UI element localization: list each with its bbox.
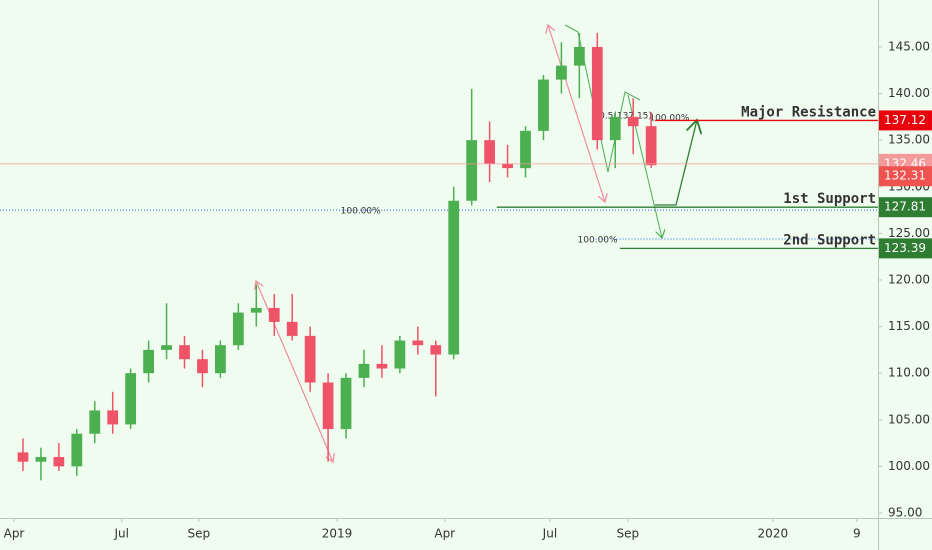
candle-body xyxy=(125,373,137,425)
candle-body xyxy=(250,307,262,313)
candle-body xyxy=(286,321,298,336)
candle-body xyxy=(609,116,621,141)
candle-body xyxy=(107,410,119,425)
drawings xyxy=(256,25,697,462)
arrow xyxy=(256,281,334,463)
candle-body xyxy=(556,65,567,80)
pattern xyxy=(564,24,641,173)
x-tick-label: Sep xyxy=(188,527,211,541)
level-badge-label: 127.81 xyxy=(884,200,926,214)
y-tick-label: 135.00 xyxy=(888,133,930,147)
candle-body xyxy=(430,345,442,355)
y-tick-label: 125.00 xyxy=(888,226,930,240)
y-tick-label: 95.00 xyxy=(888,505,922,519)
fib-text: 0.5(137.15) xyxy=(599,111,652,121)
candle-body xyxy=(591,46,603,141)
candle-body xyxy=(394,340,406,369)
candle-body xyxy=(412,340,424,346)
level-badge-label: 137.12 xyxy=(884,113,926,127)
x-tick-label: 9 xyxy=(853,527,861,541)
x-tick-label: Jul xyxy=(113,527,128,541)
candle-body xyxy=(179,345,190,360)
candle-body xyxy=(143,349,154,374)
candle-body xyxy=(268,307,280,322)
price-badge xyxy=(879,166,932,187)
candle-body xyxy=(215,345,226,374)
y-tick-label: 115.00 xyxy=(888,319,930,333)
x-tick-label: 2020 xyxy=(758,527,789,541)
candle-body xyxy=(89,410,101,434)
candle-body xyxy=(627,116,639,127)
level-badge xyxy=(879,238,932,259)
candle-body xyxy=(573,46,585,66)
candle-body xyxy=(35,457,47,462)
y-tick-label: 100.00 xyxy=(888,459,930,473)
y-tick-label: 120.00 xyxy=(888,272,930,286)
level-name: Major Resistance xyxy=(741,104,876,120)
level-name: 1st Support xyxy=(783,191,876,207)
candle-body xyxy=(340,377,352,430)
level-badge xyxy=(879,110,932,131)
candle-body xyxy=(376,363,388,369)
candle-body xyxy=(161,345,172,350)
y-tick-label: 105.00 xyxy=(888,412,930,426)
candle-body xyxy=(466,140,478,201)
candle-body xyxy=(232,312,244,346)
price-badge-label: 132.31 xyxy=(884,169,926,183)
y-tick-label: 140.00 xyxy=(888,86,930,100)
candle-body xyxy=(322,382,334,430)
x-tick-label: 2019 xyxy=(322,527,353,541)
x-tick-label: Apr xyxy=(4,527,25,541)
fib-text: 100.00% xyxy=(649,113,689,123)
candle-body xyxy=(538,79,549,131)
candle-body xyxy=(358,363,370,378)
fib-label: 100.00% xyxy=(341,207,381,217)
candle-body xyxy=(197,359,208,374)
fib-label: 100.00% xyxy=(578,235,618,245)
level-name: 2nd Support xyxy=(783,232,876,248)
candle-body xyxy=(520,130,531,169)
x-tick-label: Sep xyxy=(616,527,639,541)
level-badge xyxy=(879,197,932,218)
arrow xyxy=(655,120,697,206)
candle-body xyxy=(448,200,460,355)
y-tick-label: 110.00 xyxy=(888,366,930,380)
y-tick-label: 145.00 xyxy=(888,39,930,53)
candle-body xyxy=(484,140,495,164)
candle-body xyxy=(645,126,657,166)
level-badge-label: 123.39 xyxy=(884,241,926,255)
arrow xyxy=(548,25,606,203)
candle-body xyxy=(53,457,65,467)
candle-body xyxy=(502,163,513,169)
candle-body xyxy=(17,452,29,462)
candle-body xyxy=(71,433,83,467)
candle-body xyxy=(304,335,316,383)
x-tick-label: Apr xyxy=(434,527,455,541)
x-tick-label: Jul xyxy=(542,527,557,541)
